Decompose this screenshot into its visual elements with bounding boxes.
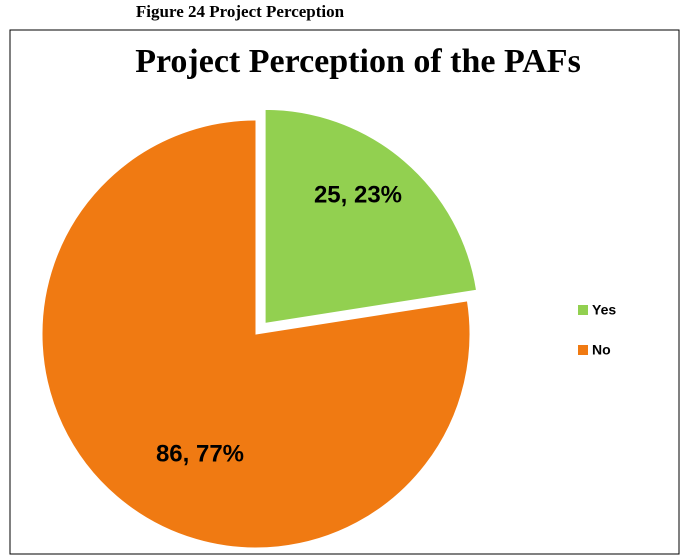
pie-slice xyxy=(41,119,471,549)
pie-slice xyxy=(264,108,478,324)
data-label: 25, 23% xyxy=(314,181,402,208)
legend-swatch xyxy=(578,345,588,355)
legend-label: No xyxy=(592,342,611,358)
figure-caption: Figure 24 Project Perception xyxy=(136,2,345,21)
chart-title: Project Perception of the PAFs xyxy=(135,43,581,80)
data-label: 86, 77% xyxy=(156,440,244,467)
legend-label: Yes xyxy=(592,302,616,318)
legend-swatch xyxy=(578,305,588,315)
